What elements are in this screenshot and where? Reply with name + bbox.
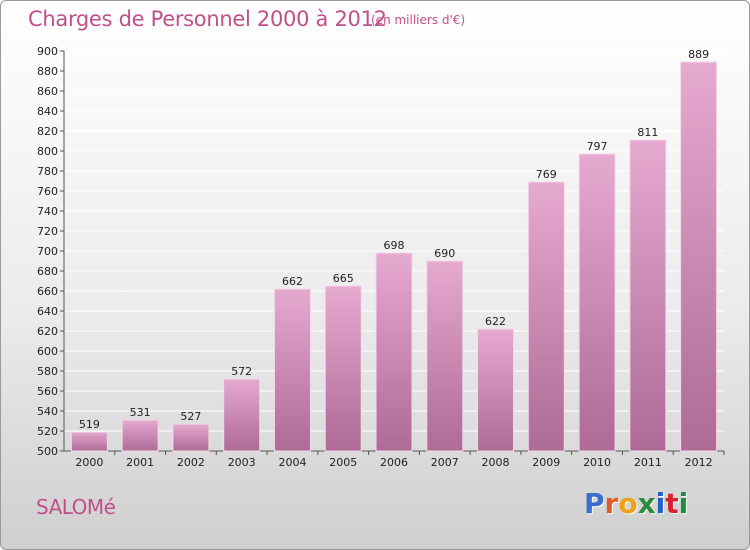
y-tick-label: 880 <box>37 65 58 78</box>
y-tick-label: 740 <box>37 205 58 218</box>
y-tick-label: 840 <box>37 105 58 118</box>
logo-letter: i <box>655 487 666 520</box>
bar-2000 <box>70 431 108 452</box>
y-tick-label: 820 <box>37 125 58 138</box>
data-label-2009: 769 <box>536 168 557 181</box>
y-tick-label: 780 <box>37 165 58 178</box>
data-label-2002: 527 <box>180 410 201 423</box>
data-label-2008: 622 <box>485 315 506 328</box>
y-tick-label: 540 <box>37 405 58 418</box>
y-tick-labels: 500 520 540 560 580 600 620 640 660 680 700 720 740 7… <box>37 45 58 458</box>
logo-letter: o <box>618 487 638 520</box>
x-tick-label-2003: 2003 <box>228 456 256 469</box>
y-tick-label: 600 <box>37 345 58 358</box>
y-tick-label: 520 <box>37 425 58 438</box>
logo-letter: r <box>604 487 619 520</box>
logo-letter: t <box>665 487 679 520</box>
x-tick-label-2005: 2005 <box>329 456 357 469</box>
bar-2009 <box>527 181 565 452</box>
bar-2006 <box>375 252 413 452</box>
data-labels: 519 531 527 572 662 665 698 690 622 769 797 811 889 <box>79 48 709 431</box>
bar-2012 <box>680 61 718 452</box>
bar-2007 <box>426 260 464 452</box>
x-tick-label-2000: 2000 <box>75 456 103 469</box>
data-label-2005: 665 <box>333 272 354 285</box>
x-tick-label-2011: 2011 <box>634 456 662 469</box>
data-label-2003: 572 <box>231 365 252 378</box>
bar-2005 <box>324 285 362 452</box>
data-label-2006: 698 <box>384 239 405 252</box>
y-tick-label: 560 <box>37 385 58 398</box>
bar-2011 <box>629 139 667 452</box>
data-label-2001: 531 <box>130 406 151 419</box>
x-tick-labels: 2000 2001 2002 2003 2004 2005 2006 2007 2008 2009… <box>75 456 712 469</box>
y-tick-label: 760 <box>37 185 58 198</box>
y-tick-label: 900 <box>37 45 58 58</box>
logo-letter: x <box>637 487 656 520</box>
bar-2002 <box>172 423 210 452</box>
x-tick-label-2006: 2006 <box>380 456 408 469</box>
x-tick-label-2004: 2004 <box>278 456 306 469</box>
y-tick-label: 580 <box>37 365 58 378</box>
x-tick-label-2008: 2008 <box>482 456 510 469</box>
bars <box>70 61 718 452</box>
data-label-2004: 662 <box>282 275 303 288</box>
x-tick-label-2007: 2007 <box>431 456 459 469</box>
chart-title: Charges de Personnel 2000 à 2012 <box>28 7 387 31</box>
data-label-2012: 889 <box>688 48 709 61</box>
proxiti-logo[interactable]: Proxiti <box>584 487 688 520</box>
y-tick-label: 640 <box>37 305 58 318</box>
y-tick-label: 660 <box>37 285 58 298</box>
data-label-2011: 811 <box>637 126 658 139</box>
y-tick-label: 500 <box>37 445 58 458</box>
data-label-2007: 690 <box>434 247 455 260</box>
x-tick-label-2002: 2002 <box>177 456 205 469</box>
logo-letter: i <box>678 487 689 520</box>
bar-2004 <box>273 288 311 452</box>
y-tick-label: 680 <box>37 265 58 278</box>
y-tick-label: 700 <box>37 245 58 258</box>
bar-2003 <box>223 378 261 452</box>
data-label-2010: 797 <box>587 140 608 153</box>
y-tick-label: 860 <box>37 85 58 98</box>
chart-subtitle: (en milliers d'€) <box>371 13 466 27</box>
x-tick-label-2001: 2001 <box>126 456 154 469</box>
y-tick-label: 720 <box>37 225 58 238</box>
x-tick-label-2010: 2010 <box>583 456 611 469</box>
y-tick-label: 620 <box>37 325 58 338</box>
x-tick-label-2012: 2012 <box>685 456 713 469</box>
logo-letter: P <box>584 487 605 520</box>
y-tick-label: 800 <box>37 145 58 158</box>
bar-2001 <box>121 419 159 452</box>
bar-2008 <box>477 328 515 452</box>
data-label-2000: 519 <box>79 418 100 431</box>
bar-2010 <box>578 153 616 452</box>
town-name: SALOMé <box>36 495 116 519</box>
x-tick-label-2009: 2009 <box>532 456 560 469</box>
